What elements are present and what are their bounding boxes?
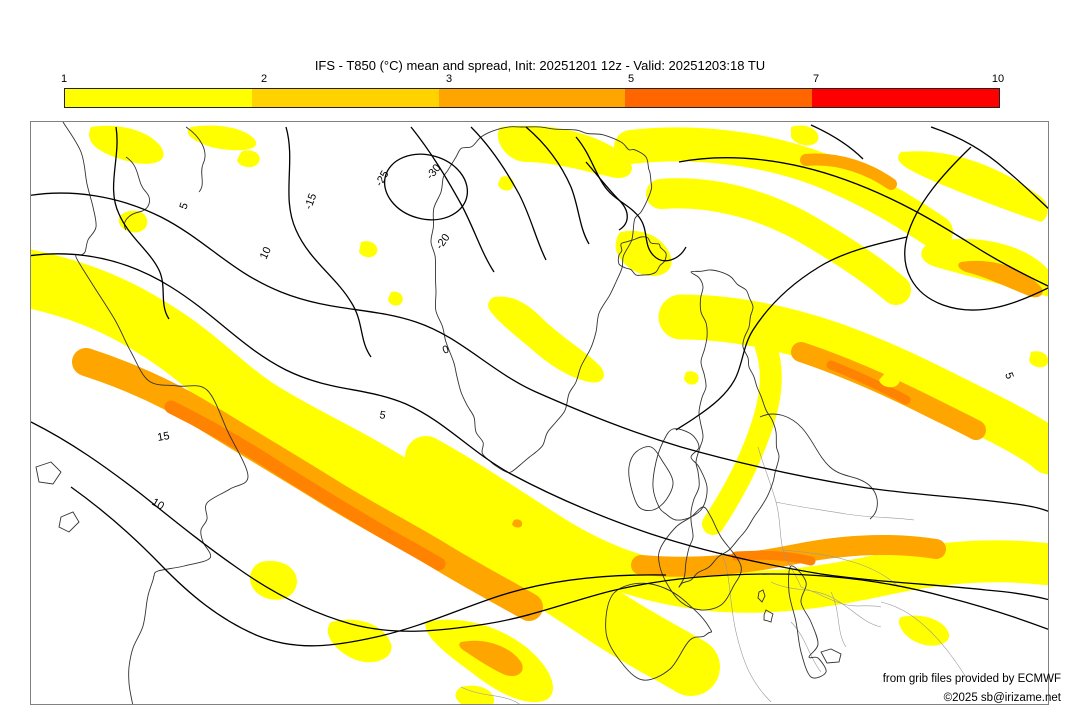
svg-text:-25: -25: [373, 169, 391, 189]
svg-text:15: 15: [156, 430, 170, 444]
svg-text:-20: -20: [434, 232, 453, 252]
svg-text:5: 5: [378, 409, 386, 422]
svg-text:5: 5: [178, 201, 191, 211]
svg-text:-30: -30: [424, 162, 443, 182]
svg-text:-15: -15: [303, 192, 320, 211]
svg-text:10: 10: [150, 496, 167, 513]
svg-text:10: 10: [258, 245, 274, 261]
svg-text:5: 5: [1002, 371, 1015, 381]
